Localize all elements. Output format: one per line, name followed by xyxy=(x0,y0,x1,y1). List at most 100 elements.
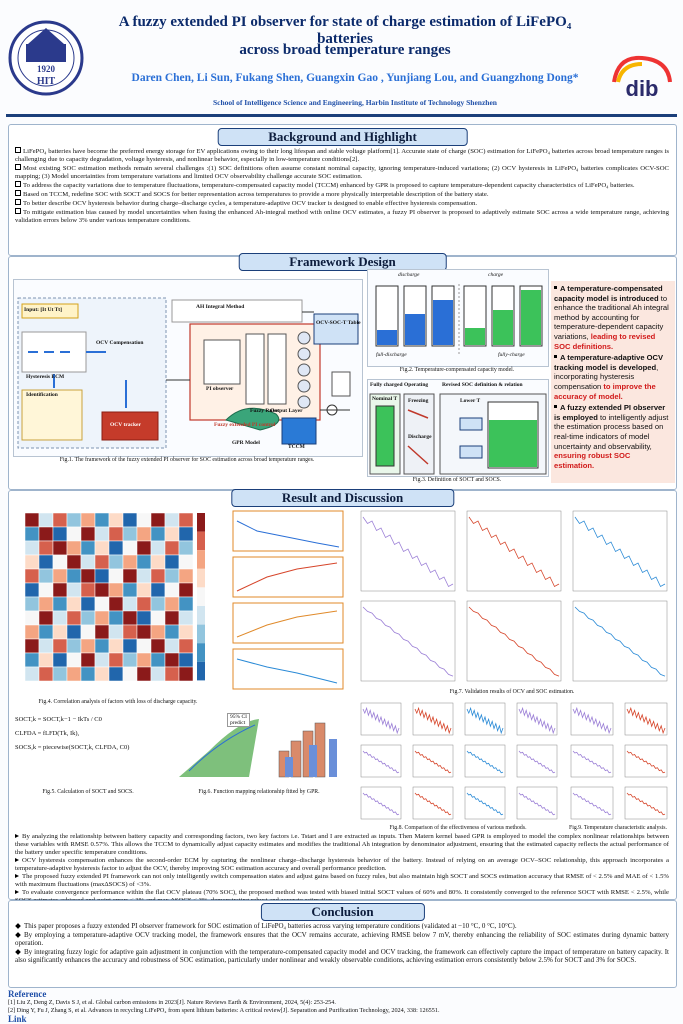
plot-line xyxy=(518,792,556,816)
heatmap-cell xyxy=(150,540,166,556)
heatmap-cell xyxy=(52,540,68,556)
heatmap-cell xyxy=(80,554,96,570)
heatmap-cell xyxy=(24,652,40,668)
heatmap-cell xyxy=(150,512,166,528)
bullet-marker xyxy=(554,405,557,409)
paragraph: To address the capacity variations due t… xyxy=(15,181,669,190)
heatmap-cell xyxy=(94,568,110,584)
heatmap-cell xyxy=(108,624,124,640)
heatmap-cell xyxy=(164,554,180,570)
plot-line xyxy=(572,750,612,774)
heatmap-cell xyxy=(108,540,124,556)
heatmap-cell xyxy=(122,652,138,668)
plot-frame xyxy=(570,744,614,778)
plot-frame xyxy=(360,510,456,592)
heatmap-cell xyxy=(52,526,68,542)
paragraph: To better describe OCV hysteresis behavi… xyxy=(15,199,669,208)
heatmap-cell xyxy=(164,624,180,640)
bullet: By analyzing the relationship between ba… xyxy=(15,833,669,857)
results-text: By analyzing the relationship between ba… xyxy=(15,833,669,905)
figure-1: Input: [It Ut Tt] Hysteresis ECM OCV Compe… xyxy=(13,279,363,457)
bullet-marker xyxy=(554,286,557,289)
heatmap-cell xyxy=(24,554,40,570)
heatmap-cell xyxy=(164,610,180,626)
heatmap-cell xyxy=(94,652,110,668)
heatmap-cell xyxy=(52,568,68,584)
heatmap-cell xyxy=(150,666,166,682)
plot-line xyxy=(414,706,452,735)
figure-label: charge xyxy=(488,272,504,278)
plot-line xyxy=(466,706,504,735)
bullet-text: By employing a temperature-adaptive OCV … xyxy=(15,930,669,948)
heatmap-cell xyxy=(38,666,54,682)
heatmap-cell xyxy=(52,554,68,570)
equation: CLFDA = fLFD(Tk, Ik), xyxy=(15,730,80,737)
plot-line xyxy=(414,750,452,774)
figure-4-heatmap xyxy=(24,512,205,682)
bullet-marker xyxy=(15,834,19,838)
heatmap-cell xyxy=(164,568,180,584)
heatmap-cell xyxy=(122,582,138,598)
figure-3: Fully charged Operating Revised SOC defini… xyxy=(367,379,549,477)
affiliation: School of Intelligence Science and Engin… xyxy=(213,98,497,107)
bullet-text: Most existing SOC estimation methods rem… xyxy=(15,165,669,180)
heatmap-cell xyxy=(136,652,152,668)
heatmap-cell xyxy=(66,540,82,556)
plot-line xyxy=(362,792,400,816)
heatmap-cell xyxy=(108,666,124,682)
figure-label: Output Layer xyxy=(270,408,303,414)
bullet-text: OCV hysteresis compensation enhances the… xyxy=(15,857,669,872)
bullet-marker xyxy=(15,948,21,955)
highlight-text: to improve the accuracy of model. xyxy=(554,381,656,401)
figure-label: OCV-SOC-T Table xyxy=(316,320,361,326)
heatmap-cell xyxy=(52,638,68,654)
bullet-marker xyxy=(15,199,21,205)
heatmap-cell xyxy=(164,596,180,612)
bullet-text: This paper proposes a fuzzy extended PI … xyxy=(24,922,517,930)
plot-frame xyxy=(516,702,558,736)
plot-line xyxy=(466,792,504,816)
heatmap-cell xyxy=(80,610,96,626)
figure-4-plots xyxy=(232,510,344,690)
highlight-text: to intelligently adjust the estimation p… xyxy=(554,412,669,451)
figure-label: Revised SOC definition & relation xyxy=(442,382,523,388)
heatmap-cell xyxy=(108,582,124,598)
heatmap-cell xyxy=(178,652,194,668)
heatmap-cell xyxy=(94,624,110,640)
figure-6 xyxy=(179,719,337,778)
paragraph: Most existing SOC estimation methods rem… xyxy=(15,164,669,181)
colorbar xyxy=(197,661,205,681)
figure-label: AH Integral Method xyxy=(196,304,245,310)
figure-label: Nominal T xyxy=(372,396,398,402)
bullet-text: To better describe OCV hysteresis behavi… xyxy=(23,200,478,207)
bullet-text: To mitigate estimation bias caused by mo… xyxy=(15,209,669,224)
reference: [1] Liu Z, Deng Z, Davis S J, et al. Glo… xyxy=(8,999,336,1006)
heatmap-cell xyxy=(178,596,194,612)
highlight-text: ensuring robust SOC estimation. xyxy=(554,451,631,470)
logo-right: dib xyxy=(612,55,672,101)
bullet: OCV hysteresis compensation enhances the… xyxy=(15,857,669,873)
heatmap-cell xyxy=(122,610,138,626)
plot-line xyxy=(362,606,454,677)
heatmap-cell xyxy=(164,512,180,528)
plot-frame xyxy=(466,510,562,592)
bullet-marker xyxy=(15,208,21,214)
heatmap-cell xyxy=(66,666,82,682)
bullet-marker xyxy=(15,890,19,894)
heatmap-cell xyxy=(66,526,82,542)
plot-line xyxy=(574,606,666,677)
plot-frame xyxy=(570,702,614,736)
heatmap-cell xyxy=(66,638,82,654)
heatmap-cell xyxy=(178,582,194,598)
figure-label: Fuzzy extended PI control xyxy=(214,422,276,428)
heatmap-cell xyxy=(136,666,152,682)
heatmap-cell xyxy=(150,652,166,668)
plot-frame xyxy=(412,702,454,736)
plot-frame xyxy=(624,702,668,736)
reference-heading: Reference xyxy=(8,989,47,999)
background-text: LiFePO₄ batteries have become the prefer… xyxy=(15,147,669,225)
conclusion-text: This paper proposes a fuzzy extended PI … xyxy=(15,922,669,965)
figure-caption: Fig.7. Validation results of OCV and SOC… xyxy=(449,689,575,695)
figure-caption: Fig.1. The framework of the fuzzy extend… xyxy=(59,457,315,463)
